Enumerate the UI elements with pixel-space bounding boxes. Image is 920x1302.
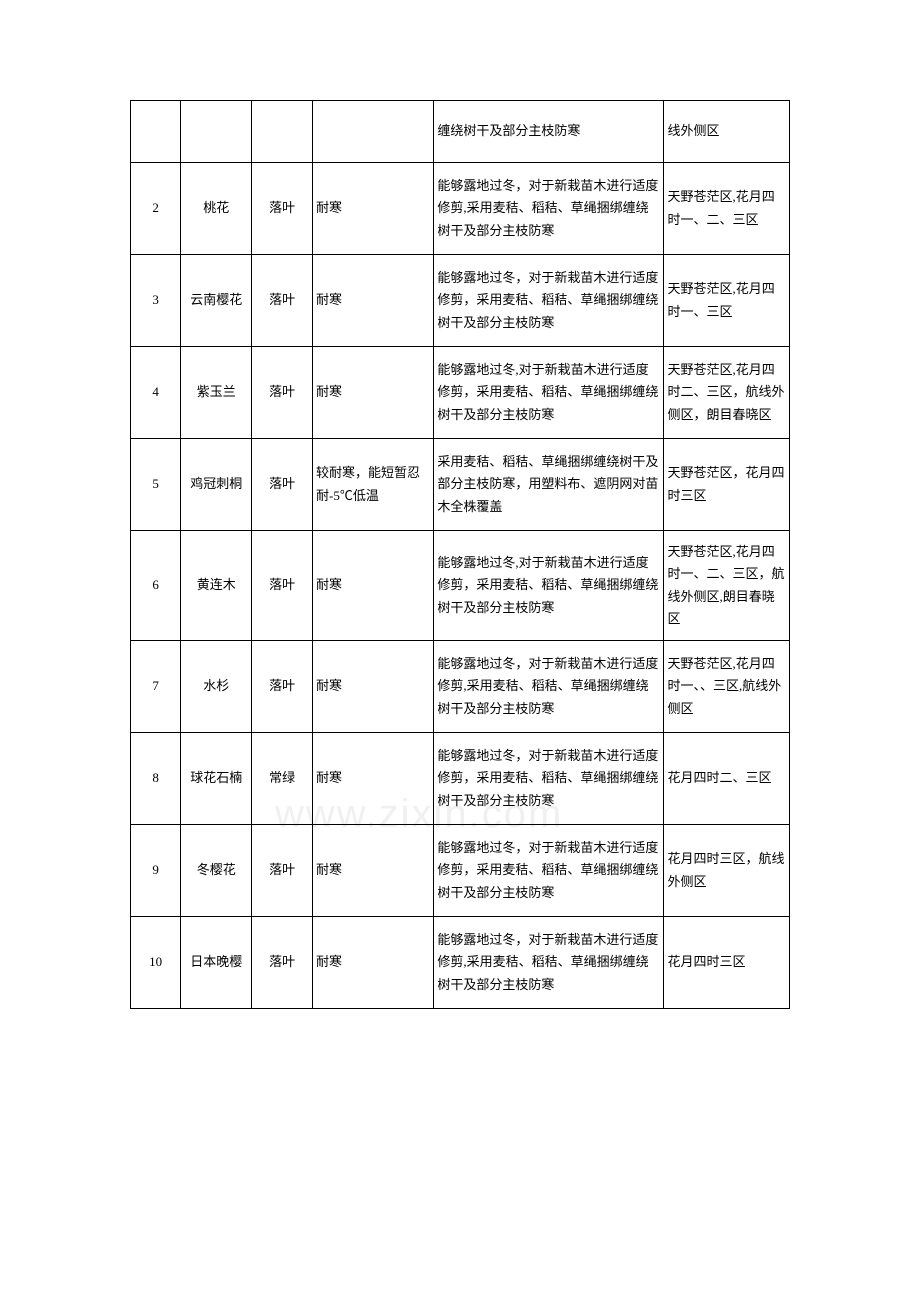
table-row: 7 水杉 落叶 耐寒 能够露地过冬，对于新栽苗木进行适度修剪,采用麦秸、稻秸、草…: [131, 641, 790, 733]
cell-type: 落叶: [252, 531, 313, 641]
cell-hardy: 耐寒: [312, 531, 433, 641]
cell-measure: 能够露地过冬，对于新栽苗木进行适度修剪,采用麦秸、稻秸、草绳捆绑缠绕树干及部分主…: [434, 917, 664, 1009]
cell-num: 6: [131, 531, 181, 641]
cell-hardy: [312, 101, 433, 163]
cell-name: 云南樱花: [181, 255, 252, 347]
table-row: 2 桃花 落叶 耐寒 能够露地过冬，对于新栽苗木进行适度修剪,采用麦秸、稻秸、草…: [131, 163, 790, 255]
table-body: 缠绕树干及部分主枝防寒 线外侧区 2 桃花 落叶 耐寒 能够露地过冬，对于新栽苗…: [131, 101, 790, 1009]
cell-num: 7: [131, 641, 181, 733]
cell-area: 花月四时三区: [664, 917, 790, 1009]
cell-name: 日本晚樱: [181, 917, 252, 1009]
cell-measure: 能够露地过冬，对于新栽苗木进行适度修剪，采用麦秸、稻秸、草绳捆绑缠绕树干及部分主…: [434, 733, 664, 825]
cell-hardy: 耐寒: [312, 163, 433, 255]
cell-hardy: 耐寒: [312, 255, 433, 347]
cell-measure: 能够露地过冬，对于新栽苗木进行适度修剪,采用麦秸、稻秸、草绳捆绑缠绕树干及部分主…: [434, 163, 664, 255]
cell-measure: 能够露地过冬,对于新栽苗木进行适度修剪，采用麦秸、稻秸、草绳捆绑缠绕树干及部分主…: [434, 531, 664, 641]
cell-name: 冬樱花: [181, 825, 252, 917]
cell-num: 2: [131, 163, 181, 255]
cell-num: 5: [131, 439, 181, 531]
table-row: 3 云南樱花 落叶 耐寒 能够露地过冬，对于新栽苗木进行适度修剪，采用麦秸、稻秸…: [131, 255, 790, 347]
cell-type: 落叶: [252, 917, 313, 1009]
cell-type: 落叶: [252, 439, 313, 531]
cell-area: 天野苍茫区,花月四时一、、三区,航线外侧区: [664, 641, 790, 733]
cell-name: 紫玉兰: [181, 347, 252, 439]
page-container: www.zixin.com 缠绕树干及部分主枝防寒 线外侧区 2 桃花 落叶 耐…: [130, 100, 790, 1009]
cell-num: 9: [131, 825, 181, 917]
cell-type: 落叶: [252, 641, 313, 733]
cell-measure: 能够露地过冬,对于新栽苗木进行适度修剪，采用麦秸、稻秸、草绳捆绑缠绕树干及部分主…: [434, 347, 664, 439]
cell-hardy: 较耐寒，能短暂忍耐-5℃低温: [312, 439, 433, 531]
cell-hardy: 耐寒: [312, 733, 433, 825]
cell-name: 水杉: [181, 641, 252, 733]
plant-table: 缠绕树干及部分主枝防寒 线外侧区 2 桃花 落叶 耐寒 能够露地过冬，对于新栽苗…: [130, 100, 790, 1009]
table-row: 8 球花石楠 常绿 耐寒 能够露地过冬，对于新栽苗木进行适度修剪，采用麦秸、稻秸…: [131, 733, 790, 825]
cell-type: 落叶: [252, 255, 313, 347]
table-row: 9 冬樱花 落叶 耐寒 能够露地过冬，对于新栽苗木进行适度修剪，采用麦秸、稻秸、…: [131, 825, 790, 917]
cell-measure: 能够露地过冬，对于新栽苗木进行适度修剪，采用麦秸、稻秸、草绳捆绑缠绕树干及部分主…: [434, 255, 664, 347]
cell-num: [131, 101, 181, 163]
cell-area: 线外侧区: [664, 101, 790, 163]
cell-num: 3: [131, 255, 181, 347]
cell-type: 落叶: [252, 347, 313, 439]
cell-name: 鸡冠刺桐: [181, 439, 252, 531]
cell-area: 花月四时三区，航线外侧区: [664, 825, 790, 917]
table-row: 缠绕树干及部分主枝防寒 线外侧区: [131, 101, 790, 163]
cell-num: 8: [131, 733, 181, 825]
cell-name: 黄连木: [181, 531, 252, 641]
cell-area: 花月四时二、三区: [664, 733, 790, 825]
cell-measure: 能够露地过冬，对于新栽苗木进行适度修剪，采用麦秸、稻秸、草绳捆绑缠绕树干及部分主…: [434, 825, 664, 917]
cell-num: 4: [131, 347, 181, 439]
cell-hardy: 耐寒: [312, 917, 433, 1009]
cell-name: 球花石楠: [181, 733, 252, 825]
cell-name: [181, 101, 252, 163]
cell-area: 天野苍茫区，花月四时三区: [664, 439, 790, 531]
cell-type: [252, 101, 313, 163]
cell-area: 天野苍茫区,花月四时一、二、三区，航线外侧区,朗目春晓区: [664, 531, 790, 641]
cell-name: 桃花: [181, 163, 252, 255]
cell-type: 落叶: [252, 825, 313, 917]
cell-num: 10: [131, 917, 181, 1009]
cell-type: 常绿: [252, 733, 313, 825]
cell-hardy: 耐寒: [312, 347, 433, 439]
cell-area: 天野苍茫区,花月四时一、二、三区: [664, 163, 790, 255]
cell-hardy: 耐寒: [312, 641, 433, 733]
cell-area: 天野苍茫区,花月四时一、三区: [664, 255, 790, 347]
cell-type: 落叶: [252, 163, 313, 255]
cell-area: 天野苍茫区,花月四时二、三区，航线外侧区，朗目春晓区: [664, 347, 790, 439]
cell-measure: 能够露地过冬，对于新栽苗木进行适度修剪,采用麦秸、稻秸、草绳捆绑缠绕树干及部分主…: [434, 641, 664, 733]
table-row: 5 鸡冠刺桐 落叶 较耐寒，能短暂忍耐-5℃低温 采用麦秸、稻秸、草绳捆绑缠绕树…: [131, 439, 790, 531]
table-row: 10 日本晚樱 落叶 耐寒 能够露地过冬，对于新栽苗木进行适度修剪,采用麦秸、稻…: [131, 917, 790, 1009]
cell-measure: 采用麦秸、稻秸、草绳捆绑缠绕树干及部分主枝防寒，用塑料布、遮阴网对苗木全株覆盖: [434, 439, 664, 531]
table-row: 6 黄连木 落叶 耐寒 能够露地过冬,对于新栽苗木进行适度修剪，采用麦秸、稻秸、…: [131, 531, 790, 641]
table-row: 4 紫玉兰 落叶 耐寒 能够露地过冬,对于新栽苗木进行适度修剪，采用麦秸、稻秸、…: [131, 347, 790, 439]
cell-measure: 缠绕树干及部分主枝防寒: [434, 101, 664, 163]
cell-hardy: 耐寒: [312, 825, 433, 917]
